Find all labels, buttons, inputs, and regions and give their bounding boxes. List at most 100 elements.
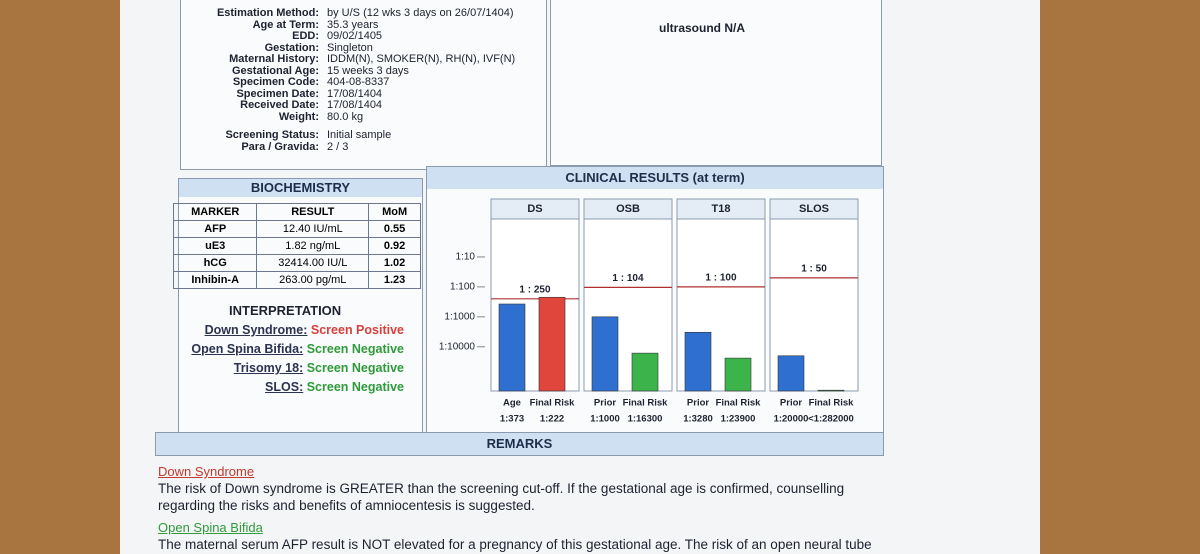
info-value: 09/02/1405: [327, 30, 383, 42]
panel-title: DS: [527, 203, 542, 215]
condition-name: SLOS:: [265, 380, 304, 394]
risk-bar: [724, 357, 752, 392]
bar-value-label: 1:1000: [590, 414, 620, 425]
condition-name: Down Syndrome:: [204, 323, 308, 337]
remark-text: The risk of Down syndrome is GREATER tha…: [158, 481, 845, 513]
biochemistry-box: BIOCHEMISTRY MARKER RESULT MoM AFP 12.40 IU/m…: [172, 178, 423, 434]
condition-name: Open Spina Bifida:: [191, 342, 304, 356]
interpretation-row: Trisomy 18: Screen Negative: [234, 361, 404, 375]
screen-result: Screen Negative: [306, 361, 404, 375]
table-header-row: MARKER RESULT MoM: [172, 203, 421, 221]
bar-value-label: 1:3280: [683, 414, 713, 425]
info-label: Age at Term:: [252, 18, 319, 31]
y-tick-label: 1:1000: [444, 311, 475, 322]
screen-result: Screen Negative: [306, 380, 404, 394]
info-label: Screening Status:: [225, 129, 319, 141]
risk-bar: [631, 352, 659, 392]
section-header: BIOCHEMISTRY: [179, 179, 422, 197]
screen-result: Screen Negative: [306, 342, 404, 356]
screen-result: Screen Positive: [310, 323, 404, 337]
table-header-cell: MoM: [368, 203, 421, 221]
table-cell: 1.82 ng/mL: [256, 237, 370, 255]
info-value: 404-08-8337: [327, 76, 390, 88]
info-label: Maternal History:: [229, 53, 319, 65]
interpretation-row: Down Syndrome: Screen Positive: [205, 323, 404, 337]
panel-header: [676, 198, 766, 220]
risk-bar: [777, 355, 805, 392]
interpretation-row: Open Spina Bifida: Screen Negative: [191, 342, 404, 356]
table-cell: 12.40 IU/mL: [256, 220, 370, 238]
table-header-cell: MARKER: [172, 203, 258, 221]
bar-value-label: 1:23900: [721, 414, 756, 425]
info-label: Estimation Method:: [216, 7, 319, 19]
panel-title: T18: [712, 203, 731, 215]
ultrasound-text: ultrasound N/A: [659, 21, 745, 35]
bar-name: Prior: [687, 398, 709, 409]
section-header: CLINICAL RESULTS (at term): [427, 167, 883, 189]
y-tick-label: 1:100: [450, 282, 475, 293]
table-row: AFP 12.40 IU/mL 0.55: [172, 220, 421, 238]
info-value: 2 / 3: [327, 140, 349, 153]
table-cell: 32414.00 IU/L: [256, 254, 370, 272]
risk-bar: [817, 389, 845, 392]
info-value: Initial sample: [327, 129, 392, 141]
remark-heading: Down Syndrome: [158, 464, 255, 479]
bar-name: Final Risk: [716, 398, 762, 409]
bar-value-label: 1:222: [540, 414, 564, 425]
info-label: Gestation:: [264, 41, 319, 54]
clinical-results-box: CLINICAL RESULTS (at term) 1:10 1:100 1:100…: [426, 166, 884, 434]
info-label: Received Date:: [240, 99, 319, 111]
patient-info-box: Estimation Method: by U/S (12 wks 3 days …: [180, 0, 547, 170]
section-header: REMARKS: [155, 432, 884, 456]
cutoff-label: 1 : 250: [519, 284, 551, 295]
bar-value-label: <1:282000: [808, 414, 854, 425]
info-value: Singleton: [327, 41, 373, 54]
bar-value-label: 1:20000: [774, 414, 809, 425]
risk-bar: [498, 303, 526, 392]
info-label: Specimen Code:: [232, 76, 319, 88]
table-cell: 263.00 pg/mL: [256, 271, 370, 289]
table-header-cell: RESULT: [256, 203, 370, 221]
info-label: Specimen Date:: [236, 87, 319, 100]
bar-name: Final Risk: [809, 398, 855, 409]
table-cell: uE3: [172, 237, 258, 255]
info-label: Weight:: [278, 110, 319, 123]
info-label: Gestational Age:: [232, 64, 319, 77]
interpretation-title: INTERPRETATION: [229, 303, 342, 318]
info-value: 35.3 years: [327, 18, 379, 31]
report-sheet: Estimation Method: by U/S (12 wks 3 days …: [120, 0, 1040, 554]
risk-bar: [538, 296, 566, 392]
risk-bar: [684, 331, 712, 392]
remark-heading: Open Spina Bifida: [158, 520, 263, 535]
risk-chart: 1:10 1:100 1:1000 1:10000 DS 1 : 250 Age 1:373 F…: [439, 198, 859, 425]
remark-text: The maternal serum AFP result is NOT ele…: [158, 537, 872, 552]
info-value: 17/08/1404: [327, 99, 383, 111]
table-cell: 0.55: [368, 220, 421, 238]
bar-value-label: 1:373: [500, 414, 524, 425]
y-tick-label: 1:10000: [439, 341, 476, 352]
panel-header: [769, 198, 859, 220]
condition-name: Trisomy 18:: [233, 361, 304, 375]
info-value: 80.0 kg: [327, 110, 364, 123]
cutoff-label: 1 : 100: [705, 273, 737, 284]
panel-header: [490, 198, 580, 220]
info-value: by U/S (12 wks 3 days on 26/07/1404): [327, 7, 514, 19]
marker-table: MARKER RESULT MoM AFP 12.40 IU/mL 0.55 uE3 1.82…: [172, 203, 421, 289]
info-value: 15 weeks 3 days: [327, 64, 409, 77]
y-tick-label: 1:10: [456, 252, 476, 263]
info-label: Para / Gravida:: [241, 140, 319, 153]
ultrasound-box: ultrasound N/A: [550, 0, 882, 166]
bar-name: Final Risk: [530, 398, 576, 409]
cutoff-label: 1 : 50: [801, 264, 827, 275]
table-cell: hCG: [172, 254, 258, 272]
table-cell: 0.92: [368, 237, 421, 255]
table-row: uE3 1.82 ng/mL 0.92: [172, 237, 421, 255]
table-cell: Inhibin-A: [172, 271, 258, 289]
table-row: Inhibin-A 263.00 pg/mL 1.23: [172, 271, 421, 289]
bar-name: Prior: [780, 398, 802, 409]
info-label: EDD:: [292, 30, 319, 42]
info-value: 17/08/1404: [327, 87, 383, 100]
panel-header: [583, 198, 673, 220]
table-cell: 1.23: [368, 271, 421, 289]
cutoff-label: 1 : 104: [612, 273, 644, 284]
